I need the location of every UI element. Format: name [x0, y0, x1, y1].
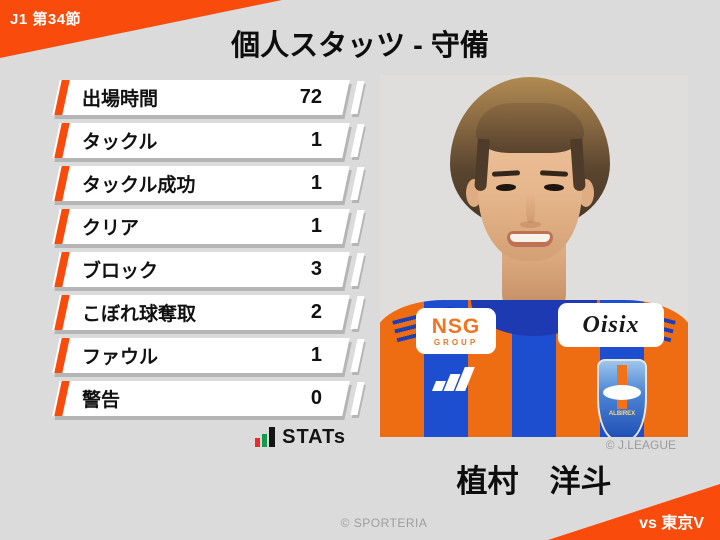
player-mouth: [507, 231, 553, 247]
slash-decoration: [350, 210, 365, 243]
slash-decoration: [350, 382, 365, 415]
stat-value: 1: [310, 172, 322, 194]
stat-row: タックル成功 1: [52, 166, 365, 201]
page-title: 個人スタッツ - 守備: [231, 30, 489, 62]
slash-decoration: [350, 81, 365, 114]
player-nose-shadow: [520, 221, 541, 228]
bar-chart-icon: [255, 427, 276, 447]
sponsor-patch-nsg: NSG GROUP: [416, 308, 496, 354]
oisix-logo-text: Oisix: [582, 311, 640, 338]
stat-value: 72: [299, 86, 322, 108]
stat-row: クリア 1: [52, 209, 365, 244]
player-nose: [526, 193, 535, 223]
stat-row: こぼれ球奪取 2: [52, 295, 365, 330]
stat-row: タックル 1: [52, 123, 365, 158]
stat-value: 1: [310, 129, 322, 151]
opponent-label: vs 東京V: [639, 515, 704, 532]
stat-value: 0: [310, 387, 322, 409]
stat-label: タックル成功: [82, 175, 196, 196]
nsg-logo-text: NSG: [431, 314, 481, 338]
photo-credit: © J.LEAGUE: [605, 438, 676, 452]
stat-value: 1: [310, 215, 322, 237]
sponsor-patch-oisix: Oisix: [558, 303, 664, 347]
stat-label: こぼれ球奪取: [82, 304, 197, 325]
stats-brand-logo: STATs: [56, 423, 346, 447]
stat-value: 3: [310, 258, 322, 280]
stat-row: ブロック 3: [52, 252, 365, 287]
slash-decoration: [350, 296, 365, 329]
crest-swan-icon: [603, 385, 641, 400]
adidas-logo-icon: [431, 365, 486, 391]
club-crest: ALBIREX: [597, 359, 647, 437]
stat-row: 出場時間 72: [52, 80, 365, 115]
footer-copyright: © SPORTERIA: [340, 516, 428, 530]
stat-row: 警告 0: [52, 381, 365, 416]
stat-label: タックル: [82, 132, 158, 153]
stat-label: 警告: [82, 390, 121, 411]
nsg-group-text: GROUP: [433, 337, 479, 347]
slash-decoration: [350, 167, 365, 200]
slash-decoration: [350, 124, 365, 157]
stat-row: ファウル 1: [52, 338, 365, 373]
player-photo: NSG GROUP Oisix ALBIREX: [380, 75, 688, 437]
stat-label: ファウル: [82, 347, 159, 368]
match-round-label: J1 第34節: [10, 11, 82, 28]
stat-label: 出場時間: [82, 89, 159, 110]
player-hair-fringe: [476, 103, 584, 153]
player-name: 植村 洋斗: [456, 464, 612, 499]
stat-value: 2: [310, 301, 322, 323]
stat-label: クリア: [82, 218, 140, 239]
player-teeth: [510, 234, 550, 242]
stat-label: ブロック: [82, 261, 159, 282]
stat-value: 1: [310, 344, 322, 366]
stats-logo-text: STATs: [282, 426, 346, 448]
slash-decoration: [350, 253, 365, 286]
crest-text: ALBIREX: [608, 411, 636, 417]
slash-decoration: [350, 339, 365, 372]
